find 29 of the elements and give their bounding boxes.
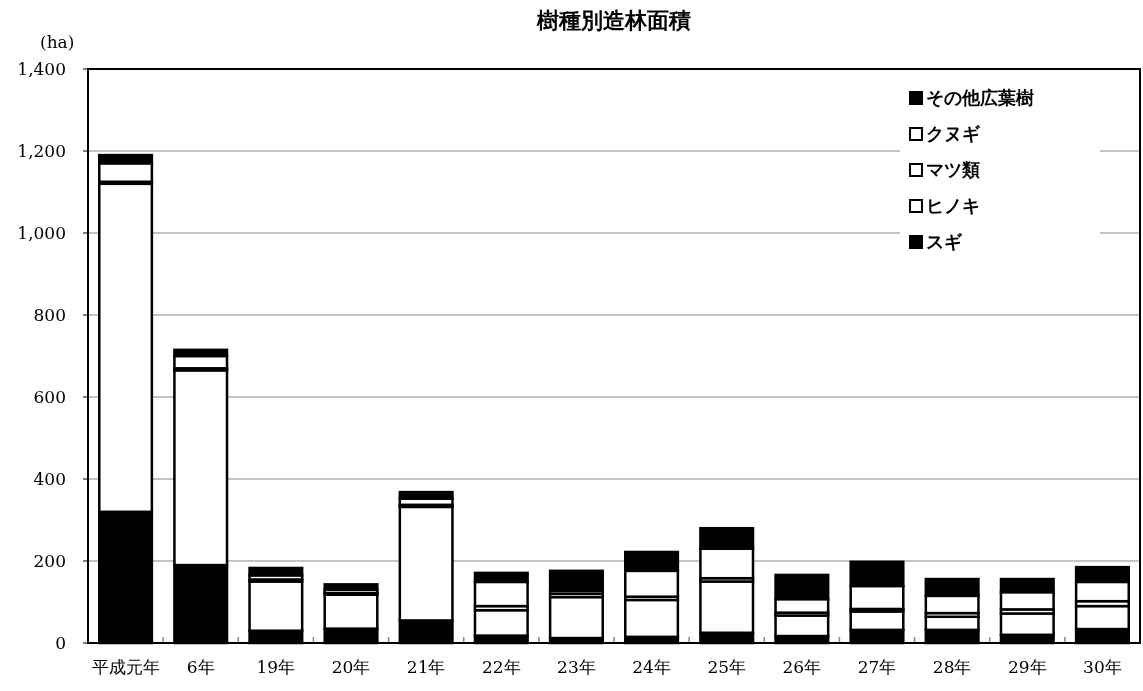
x-tick-label: 6年 xyxy=(186,657,215,677)
x-tick-label: 30年 xyxy=(1083,657,1122,677)
legend-label: その他広葉樹 xyxy=(926,87,1034,108)
y-tick-label: 800 xyxy=(33,305,66,325)
x-tick-label: 22年 xyxy=(481,657,521,677)
x-tick-label: 29年 xyxy=(1007,657,1047,677)
x-tick-label: 26年 xyxy=(782,657,822,677)
y-tick-label: 0 xyxy=(55,633,66,653)
x-tick-label: 20年 xyxy=(331,657,371,677)
x-tick-label: 21年 xyxy=(406,657,446,677)
y-tick-label: 1,400 xyxy=(17,59,66,79)
y-tick-label: 400 xyxy=(33,469,66,489)
y-tick-label: 600 xyxy=(33,387,66,407)
x-tick-label: 19年 xyxy=(256,657,296,677)
x-tick-label: 23年 xyxy=(557,657,596,677)
y-tick-label: 200 xyxy=(33,551,66,571)
legend-label: クヌギ xyxy=(926,123,981,144)
x-tick-label: 24年 xyxy=(632,657,671,677)
y-tick-label: 1,000 xyxy=(17,223,66,243)
legend-label: ヒノキ xyxy=(926,195,980,216)
x-tick-label: 平成元年 xyxy=(91,657,160,677)
y-tick-label: 1,200 xyxy=(17,141,66,161)
legend-label: マツ類 xyxy=(926,159,980,180)
legend-label: スギ xyxy=(926,231,963,252)
x-tick-label: 28年 xyxy=(932,657,972,677)
x-tick-label: 27年 xyxy=(857,657,897,677)
y-axis-title: (ha) xyxy=(40,32,75,52)
x-tick-label: 25年 xyxy=(707,657,747,677)
chart-title: 樹種別造林面積 xyxy=(536,8,691,33)
